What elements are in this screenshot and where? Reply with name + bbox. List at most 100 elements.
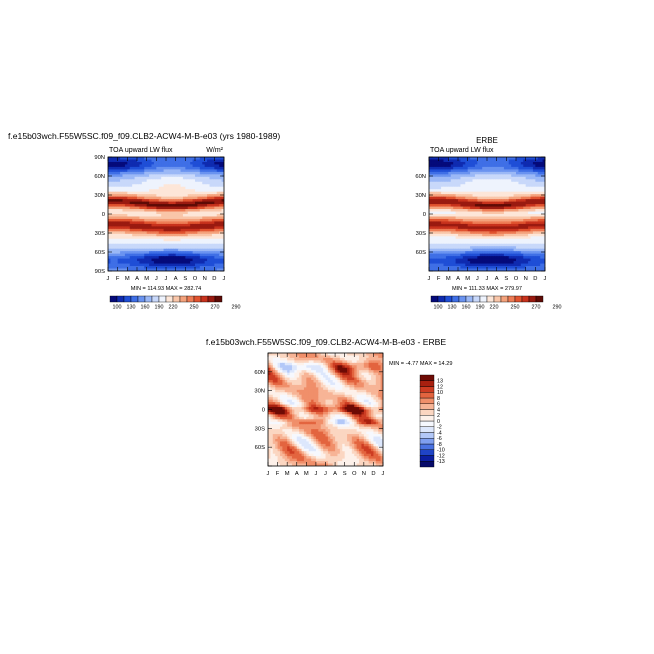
field-cell	[180, 263, 184, 267]
field-cell	[139, 206, 143, 210]
field-cell	[120, 238, 123, 242]
field-cell	[472, 238, 476, 242]
field-cell	[299, 367, 303, 371]
field-cell	[284, 353, 288, 356]
field-cell	[537, 181, 541, 185]
field-cell	[190, 228, 194, 232]
field-cell	[530, 174, 534, 178]
field-cell	[453, 231, 457, 235]
field-cell	[216, 199, 220, 203]
field-cell	[499, 199, 502, 203]
field-cell	[479, 238, 483, 242]
field-cell	[520, 164, 524, 168]
field-cell	[472, 169, 476, 173]
field-cell	[153, 218, 157, 222]
field-cell	[161, 196, 165, 200]
field-cell	[149, 209, 152, 213]
field-cell	[429, 164, 432, 168]
field-cell	[168, 221, 172, 225]
field-cell	[501, 231, 505, 235]
colorbar-label: 160	[141, 305, 150, 311]
field-cell	[127, 159, 131, 163]
field-cell	[438, 231, 442, 235]
field-cell	[178, 256, 181, 260]
field-cell	[518, 261, 522, 265]
field-cell	[455, 256, 459, 260]
field-cell	[496, 166, 500, 170]
field-cell	[462, 253, 466, 257]
field-cell	[491, 268, 495, 271]
field-cell	[518, 253, 522, 257]
field-cell	[153, 233, 157, 237]
field-cell	[211, 243, 215, 247]
field-cell	[371, 355, 374, 359]
field-cell	[178, 268, 181, 271]
field-cell	[195, 241, 198, 245]
field-cell	[523, 194, 527, 198]
field-cell	[496, 186, 500, 190]
field-cell	[496, 176, 500, 180]
field-cell	[204, 246, 208, 250]
field-cell	[460, 231, 464, 235]
field-cell	[161, 223, 165, 227]
field-cell	[156, 206, 160, 210]
field-cell	[168, 176, 172, 180]
field-cell	[132, 223, 136, 227]
field-cell	[532, 199, 536, 203]
field-cell	[163, 211, 167, 215]
field-cell	[221, 228, 224, 232]
field-cell	[450, 238, 454, 242]
field-cell	[455, 189, 459, 193]
field-cell	[470, 161, 473, 165]
field-cell	[124, 238, 128, 242]
field-cell	[528, 159, 531, 163]
field-cell	[117, 256, 121, 260]
field-cell	[204, 196, 208, 200]
field-cell	[117, 214, 121, 217]
field-cell	[151, 157, 155, 160]
field-cell	[173, 179, 177, 183]
field-cell	[433, 246, 437, 250]
field-cell	[124, 206, 128, 210]
field-cell	[453, 226, 457, 230]
field-cell	[146, 253, 150, 257]
field-cell	[530, 206, 534, 210]
field-cell	[499, 196, 502, 200]
field-cell	[489, 201, 493, 205]
field-cell	[477, 226, 481, 230]
field-cell	[491, 233, 495, 237]
field-cell	[460, 209, 464, 213]
field-cell	[482, 179, 486, 183]
field-cell	[182, 174, 186, 178]
field-cell	[438, 214, 442, 217]
field-cell	[161, 199, 165, 203]
field-cell	[429, 189, 432, 193]
field-cell	[467, 228, 471, 232]
field-cell	[535, 169, 539, 173]
field-cell	[108, 243, 111, 247]
field-cell	[173, 171, 177, 175]
field-cell	[214, 186, 218, 190]
field-cell	[127, 243, 131, 247]
field-cell	[153, 194, 157, 198]
field-cell	[139, 159, 143, 163]
field-cell	[139, 181, 143, 185]
field-cell	[496, 223, 500, 227]
field-cell	[330, 362, 334, 366]
field-cell	[438, 189, 442, 193]
field-cell	[163, 179, 167, 183]
field-cell	[470, 209, 473, 213]
field-cell	[491, 246, 495, 250]
field-cell	[146, 211, 150, 215]
field-cell	[518, 196, 522, 200]
field-cell	[441, 218, 444, 222]
field-cell	[351, 367, 355, 371]
field-cell	[491, 159, 495, 163]
field-cell	[204, 258, 208, 262]
field-cell	[499, 191, 502, 195]
field-cell	[525, 256, 529, 260]
field-cell	[477, 253, 481, 257]
field-cell	[368, 353, 372, 356]
field-cell	[525, 211, 529, 215]
field-cell	[479, 218, 483, 222]
